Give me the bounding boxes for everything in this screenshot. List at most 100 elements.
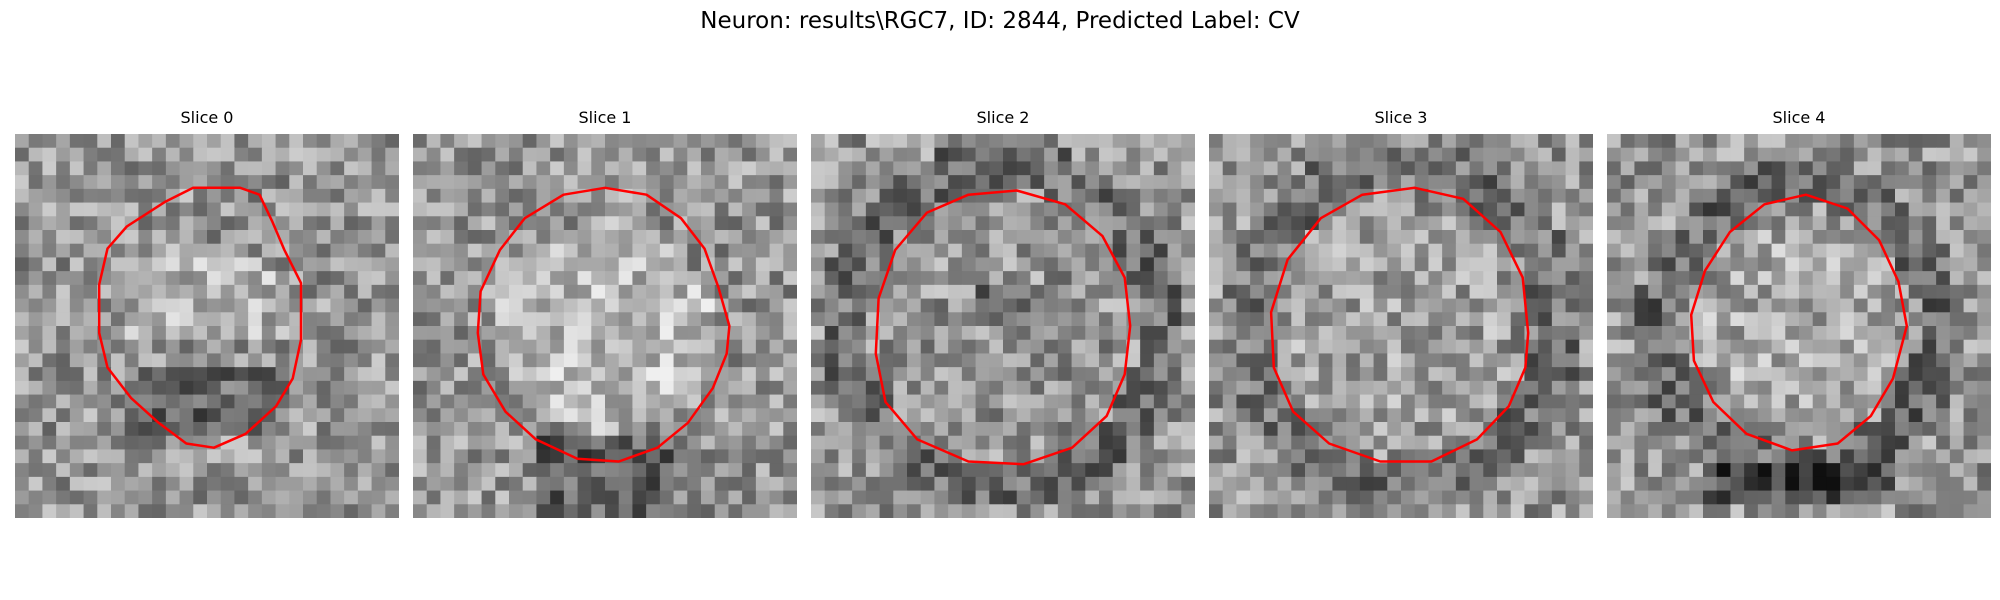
image-pixel	[261, 161, 277, 176]
image-pixel	[1153, 257, 1169, 272]
image-pixel	[1716, 175, 1731, 190]
image-pixel	[1373, 339, 1388, 354]
image-pixel	[1716, 284, 1731, 300]
image-pixel	[1442, 476, 1457, 492]
image-pixel	[755, 380, 771, 396]
image-pixel	[811, 298, 826, 313]
image-pixel	[1634, 504, 1649, 518]
image-pixel	[1799, 243, 1814, 258]
image-pixel	[1181, 353, 1195, 368]
image-pixel	[659, 449, 675, 464]
image-pixel	[852, 353, 867, 368]
image-pixel	[522, 435, 537, 450]
image-pixel	[56, 298, 71, 313]
image-pixel	[152, 284, 167, 300]
image-pixel	[824, 504, 839, 518]
image-pixel	[1126, 284, 1141, 300]
image-pixel	[1318, 284, 1333, 300]
image-pixel	[1703, 490, 1718, 505]
image-pixel	[632, 298, 647, 313]
image-pixel	[673, 339, 688, 354]
image-pixel	[495, 161, 510, 176]
image-pixel	[165, 134, 181, 149]
image-pixel	[467, 257, 483, 272]
image-pixel	[344, 367, 359, 382]
image-pixel	[1744, 504, 1759, 518]
image-pixel	[1455, 243, 1471, 258]
image-pixel	[1387, 490, 1402, 505]
image-pixel	[1936, 312, 1951, 327]
cell-contour	[1269, 186, 1530, 463]
image-pixel	[961, 161, 977, 176]
image-pixel	[907, 504, 922, 518]
image-pixel	[371, 353, 386, 368]
image-pixel	[728, 298, 743, 313]
image-pixel	[728, 188, 743, 204]
image-pixel	[550, 463, 565, 478]
image-pixel	[179, 476, 194, 492]
image-pixel	[659, 175, 675, 190]
image-pixel	[1730, 367, 1745, 382]
image-pixel	[1744, 353, 1759, 368]
image-pixel	[1922, 367, 1937, 382]
image-pixel	[893, 188, 908, 204]
image-pixel	[591, 188, 606, 204]
image-pixel	[769, 435, 784, 450]
image-pixel	[138, 147, 153, 162]
image-pixel	[1387, 161, 1402, 176]
image-pixel	[920, 408, 935, 423]
image-pixel	[165, 353, 181, 368]
image-pixel	[1428, 463, 1443, 478]
image-pixel	[1209, 134, 1224, 149]
image-pixel	[1744, 216, 1759, 231]
image-pixel	[1085, 394, 1100, 409]
image-pixel	[1153, 298, 1169, 313]
image-pixel	[934, 504, 949, 518]
image-pixel	[1716, 394, 1731, 409]
image-pixel	[811, 134, 826, 149]
image-pixel	[1305, 394, 1320, 409]
image-pixel	[1387, 449, 1402, 464]
image-pixel	[1318, 367, 1333, 382]
image-pixel	[1565, 230, 1580, 245]
image-pixel	[1579, 435, 1593, 450]
image-pixel	[824, 380, 839, 396]
image-pixel	[920, 353, 935, 368]
image-pixel	[1291, 476, 1306, 492]
image-pixel	[207, 326, 222, 341]
image-pixel	[330, 243, 345, 258]
image-pixel	[1703, 408, 1718, 423]
image-pixel	[28, 284, 43, 300]
image-pixel	[824, 312, 839, 327]
image-pixel	[138, 435, 153, 450]
image-pixel	[1099, 134, 1114, 149]
image-pixel	[1771, 271, 1786, 286]
image-pixel	[1332, 188, 1347, 204]
image-pixel	[56, 326, 71, 341]
image-pixel	[509, 339, 524, 354]
image-pixel	[1277, 490, 1292, 505]
image-pixel	[879, 435, 894, 450]
image-pixel	[97, 298, 112, 313]
image-pixel	[1071, 394, 1086, 409]
image-pixel	[69, 367, 85, 382]
image-pixel	[1922, 175, 1937, 190]
image-pixel	[1291, 257, 1306, 272]
image-pixel	[687, 147, 702, 162]
image-pixel	[179, 257, 194, 272]
image-pixel	[69, 408, 85, 423]
image-pixel	[1277, 435, 1292, 450]
image-pixel	[261, 449, 277, 464]
image-pixel	[1332, 408, 1347, 423]
image-pixel	[97, 188, 112, 204]
image-pixel	[207, 147, 222, 162]
image-pixel	[1167, 353, 1182, 368]
image-pixel	[454, 490, 469, 505]
image-pixel	[742, 161, 757, 176]
image-pixel	[152, 161, 167, 176]
image-pixel	[687, 449, 702, 464]
image-pixel	[1318, 353, 1333, 368]
image-pixel	[755, 175, 771, 190]
image-pixel	[1963, 326, 1978, 341]
image-pixel	[1222, 394, 1237, 409]
